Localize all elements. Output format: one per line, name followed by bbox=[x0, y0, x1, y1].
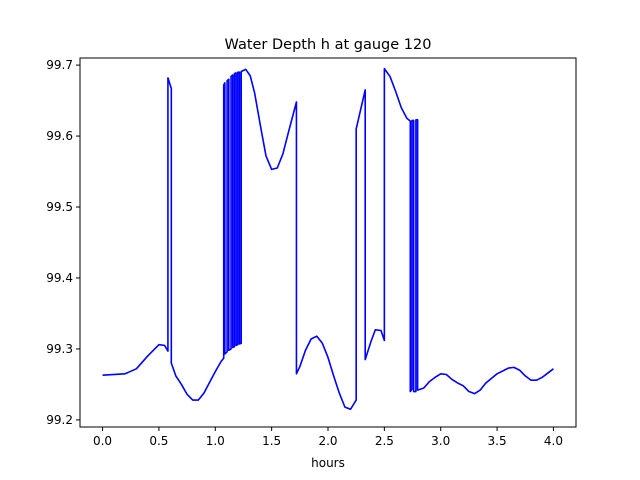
x-tick-label: 2.5 bbox=[375, 434, 394, 448]
x-tick-label: 3.0 bbox=[431, 434, 450, 448]
y-axis-ticks: 99.2 99.3 99.4 99.5 99.6 99.7 bbox=[46, 58, 80, 427]
y-tick-label: 99.3 bbox=[46, 342, 73, 356]
y-tick-label: 99.5 bbox=[46, 200, 73, 214]
x-tick-label: 3.5 bbox=[488, 434, 507, 448]
y-tick-label: 99.2 bbox=[46, 413, 73, 427]
x-tick-label: 0.0 bbox=[93, 434, 112, 448]
series-line-0 bbox=[102, 67, 554, 411]
chart-title: Water Depth h at gauge 120 bbox=[225, 37, 432, 53]
x-tick-label: 0.5 bbox=[149, 434, 168, 448]
x-tick-label: 1.0 bbox=[206, 434, 225, 448]
x-tick-label: 1.5 bbox=[262, 434, 281, 448]
y-tick-label: 99.6 bbox=[46, 129, 73, 143]
plot-area bbox=[102, 67, 554, 411]
x-axis-ticks: 0.0 0.5 1.0 1.5 2.0 2.5 3.0 3.5 4.0 bbox=[93, 427, 563, 448]
x-tick-label: 4.0 bbox=[544, 434, 563, 448]
x-axis-label: hours bbox=[311, 456, 345, 470]
y-tick-label: 99.7 bbox=[46, 58, 73, 72]
x-tick-label: 2.0 bbox=[318, 434, 337, 448]
plot-frame bbox=[79, 57, 577, 428]
y-tick-label: 99.4 bbox=[46, 271, 73, 285]
